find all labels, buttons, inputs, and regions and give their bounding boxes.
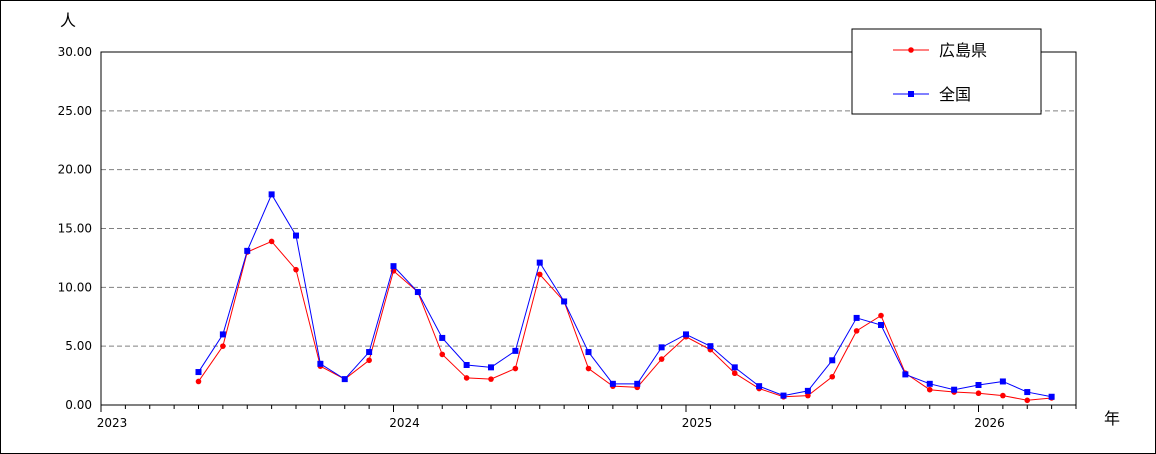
data-point (220, 343, 226, 349)
data-point (731, 364, 738, 371)
data-point (366, 349, 373, 356)
data-point (804, 387, 811, 394)
data-point (707, 343, 714, 350)
data-point (390, 263, 397, 270)
data-point (536, 271, 543, 278)
legend: 広島県 全国 (851, 28, 1042, 115)
data-point (439, 334, 446, 341)
grid-lines (101, 110, 1076, 347)
data-point (341, 376, 348, 383)
data-point (926, 386, 933, 393)
data-point (293, 266, 299, 273)
data-point (439, 351, 446, 358)
y-tick-label: 0.00 (65, 398, 92, 412)
legend-marker-hiroshima (908, 47, 914, 53)
series-national (195, 191, 1055, 400)
data-point (268, 238, 275, 245)
data-point (561, 298, 568, 305)
data-point (853, 328, 860, 334)
series-line (198, 193, 1052, 398)
y-tick-label: 15.00 (58, 222, 92, 236)
x-axis-label: 年 (1104, 409, 1120, 428)
data-point (829, 373, 836, 380)
data-point (634, 380, 641, 387)
y-tick-label: 20.00 (58, 163, 92, 177)
x-tick-label: 2026 (974, 416, 1005, 430)
y-tick-labels: 0.00 5.00 10.00 15.00 20.00 25.00 30.00 (58, 45, 92, 412)
data-point (1024, 389, 1031, 396)
data-point (1048, 393, 1055, 400)
series-layer (195, 191, 1055, 404)
data-point (805, 392, 811, 399)
y-axis-label: 人 (60, 11, 76, 30)
legend-label-national: 全国 (939, 85, 971, 104)
data-point (609, 380, 616, 387)
y-tick-label: 10.00 (58, 280, 92, 294)
legend-label-hiroshima: 広島県 (939, 41, 987, 60)
data-point (195, 378, 202, 385)
data-point (829, 357, 836, 364)
data-point (488, 364, 494, 371)
data-point (293, 232, 299, 239)
data-point (268, 191, 275, 198)
data-point (926, 380, 933, 387)
data-point (585, 349, 592, 356)
x-tick-label: 2023 (97, 416, 128, 430)
data-point (317, 360, 324, 367)
y-tick-label: 30.00 (58, 45, 92, 59)
data-point (463, 361, 470, 368)
x-tick-marks (100, 405, 1077, 412)
legend-marker-national (908, 91, 914, 97)
data-point (683, 331, 689, 338)
data-point (731, 370, 738, 377)
x-tick-labels: 2023 2024 2025 2026 (97, 416, 1005, 430)
data-point (756, 383, 763, 390)
data-point (975, 381, 982, 388)
data-point (658, 356, 665, 362)
data-point (536, 259, 543, 266)
series-line (198, 240, 1052, 401)
data-point (195, 369, 202, 376)
data-point (219, 331, 226, 338)
data-point (878, 321, 884, 328)
legend-box (851, 28, 1042, 115)
series-hiroshima (195, 238, 1055, 404)
data-point (366, 357, 372, 364)
data-point (951, 386, 958, 393)
x-tick-label: 2024 (389, 416, 420, 430)
data-point (780, 392, 787, 399)
data-point (975, 390, 982, 397)
y-tick-label: 5.00 (65, 339, 92, 353)
data-point (512, 365, 519, 372)
data-point (902, 371, 909, 378)
data-point (658, 344, 665, 351)
data-point (512, 347, 519, 354)
x-tick-label: 2025 (682, 416, 713, 430)
data-point (463, 375, 470, 381)
data-point (488, 376, 494, 382)
data-point (414, 289, 421, 296)
data-point (244, 247, 251, 254)
data-point (1000, 392, 1006, 399)
y-tick-label: 25.00 (58, 104, 92, 118)
data-point (585, 365, 592, 372)
data-point (1024, 397, 1031, 404)
data-point (999, 378, 1006, 385)
data-point (878, 312, 884, 319)
data-point (853, 314, 860, 321)
